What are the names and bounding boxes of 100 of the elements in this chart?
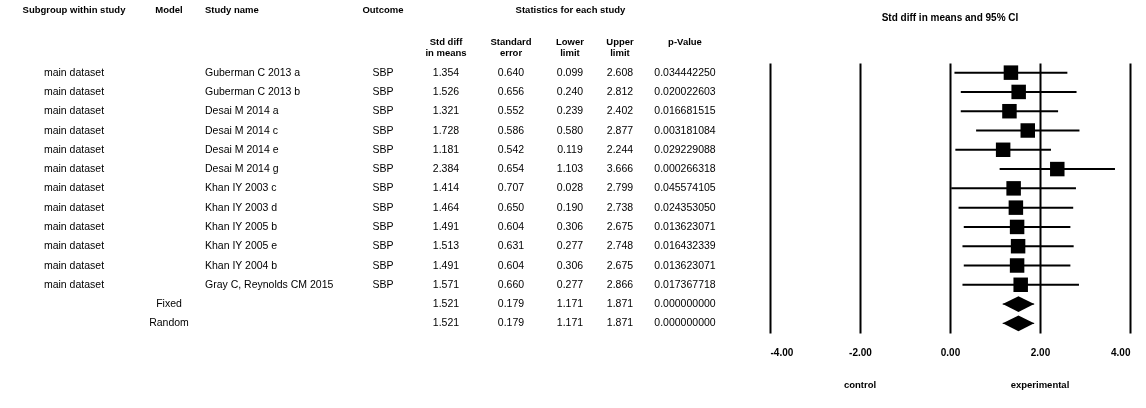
text: 2.799 bbox=[606, 181, 634, 194]
category-label: Lower limit bbox=[556, 36, 585, 58]
text: Khan IY 2005 e bbox=[205, 239, 278, 252]
text: 1.526 bbox=[432, 84, 460, 97]
text: main dataset bbox=[43, 104, 105, 117]
text: Khan IY 2004 b bbox=[205, 258, 278, 271]
text: 0.656 bbox=[497, 84, 525, 97]
text: 0.016432339 bbox=[654, 239, 716, 252]
text: 1.491 bbox=[432, 219, 460, 232]
text: Gray C, Reynolds CM 2015 bbox=[205, 277, 334, 290]
text: 3.666 bbox=[606, 162, 634, 175]
text: 0.306 bbox=[556, 219, 584, 232]
text: Statistics for each study bbox=[515, 4, 627, 15]
text: 0.000000000 bbox=[654, 316, 716, 329]
text: main dataset bbox=[43, 65, 105, 78]
text: 0.020022603 bbox=[654, 84, 716, 97]
text: main dataset bbox=[43, 200, 105, 213]
text: 0.029229088 bbox=[654, 142, 716, 155]
text: 0.013623071 bbox=[654, 219, 716, 232]
text: 2.748 bbox=[606, 239, 634, 252]
x-tick-label: -2.00 bbox=[849, 346, 873, 358]
text: 2.384 bbox=[432, 162, 460, 175]
text: 2.608 bbox=[606, 65, 634, 78]
text: 1.871 bbox=[606, 297, 634, 310]
chart-title: Std diff in means and 95% CI bbox=[881, 12, 1019, 23]
text: 1.491 bbox=[432, 258, 460, 271]
text: 0.179 bbox=[497, 297, 525, 310]
text: experimental bbox=[1010, 379, 1070, 390]
x-tick-label: 4.00 bbox=[1111, 346, 1131, 358]
text: 2.877 bbox=[606, 123, 634, 136]
text: 0.119 bbox=[557, 142, 583, 155]
text: 0.000000000 bbox=[654, 297, 716, 310]
text: 0.179 bbox=[497, 316, 525, 329]
text: 0.654 bbox=[497, 162, 525, 175]
text: main dataset bbox=[43, 123, 105, 136]
text: 0.000266318 bbox=[654, 162, 716, 175]
text: 0.631 bbox=[497, 239, 525, 252]
category-label: Model bbox=[155, 4, 183, 15]
text: 1.521 bbox=[432, 297, 460, 310]
text: 0.028 bbox=[556, 181, 584, 194]
text: Desai M 2014 a bbox=[205, 104, 279, 117]
text: 1.728 bbox=[432, 123, 460, 136]
text: 0.240 bbox=[556, 84, 584, 97]
text: 1.464 bbox=[432, 200, 460, 213]
text: Desai M 2014 e bbox=[205, 142, 279, 155]
text: 2.675 bbox=[606, 219, 634, 232]
text: Khan IY 2005 b bbox=[205, 219, 278, 232]
text: 1.513 bbox=[432, 239, 460, 252]
text: Random bbox=[149, 316, 189, 329]
text: 2.402 bbox=[606, 104, 634, 117]
text: SBP bbox=[372, 142, 394, 155]
text: Guberman C 2013 a bbox=[205, 65, 301, 78]
text: main dataset bbox=[43, 162, 105, 175]
text: 2.675 bbox=[606, 258, 634, 271]
text: 0.034442250 bbox=[654, 65, 716, 78]
text: Desai M 2014 g bbox=[205, 162, 279, 175]
text: Fixed bbox=[156, 297, 182, 310]
text: 0.017367718 bbox=[654, 277, 716, 290]
text: SBP bbox=[372, 219, 394, 232]
text: 2.738 bbox=[606, 200, 634, 213]
text: 0.586 bbox=[497, 123, 525, 136]
text: 0.640 bbox=[497, 65, 525, 78]
text: 0.016681515 bbox=[654, 104, 716, 117]
text: 0.277 bbox=[556, 277, 584, 290]
text: 1.521 bbox=[432, 316, 460, 329]
text: Khan IY 2003 d bbox=[205, 200, 278, 213]
text: 1.414 bbox=[432, 181, 460, 194]
text: 1.571 bbox=[432, 277, 460, 290]
text: main dataset bbox=[43, 277, 105, 290]
text: SBP bbox=[372, 123, 394, 136]
text: Desai M 2014 c bbox=[205, 123, 278, 136]
text: Guberman C 2013 b bbox=[205, 84, 301, 97]
category-label: Std diff in means bbox=[425, 36, 467, 58]
text: SBP bbox=[372, 239, 394, 252]
text: 0.604 bbox=[497, 219, 525, 232]
text: main dataset bbox=[43, 219, 105, 232]
x-tick-label: 2.00 bbox=[1030, 346, 1051, 358]
text: 1.171 bbox=[556, 316, 584, 329]
text: 0.190 bbox=[556, 200, 584, 213]
text: 0.306 bbox=[556, 258, 584, 271]
text: 1.354 bbox=[432, 65, 460, 78]
text: SBP bbox=[372, 200, 394, 213]
text: SBP bbox=[372, 65, 394, 78]
text: 1.171 bbox=[556, 297, 584, 310]
category-label: Standard error bbox=[490, 36, 532, 58]
text: SBP bbox=[372, 84, 394, 97]
text: main dataset bbox=[43, 142, 105, 155]
text: 0.277 bbox=[556, 239, 584, 252]
text: 0.013623071 bbox=[654, 258, 716, 271]
text: main dataset bbox=[43, 84, 105, 97]
text: SBP bbox=[372, 277, 394, 290]
text: SBP bbox=[372, 258, 394, 271]
x-tick-label: 0.00 bbox=[940, 346, 961, 358]
text: 0.650 bbox=[497, 200, 525, 213]
text: 0.604 bbox=[497, 258, 525, 271]
text: 0.239 bbox=[556, 104, 584, 117]
text: main dataset bbox=[43, 258, 105, 271]
text: control bbox=[843, 379, 877, 390]
text: 2.244 bbox=[606, 142, 634, 155]
x-tick-label: -4.00 bbox=[770, 346, 794, 358]
